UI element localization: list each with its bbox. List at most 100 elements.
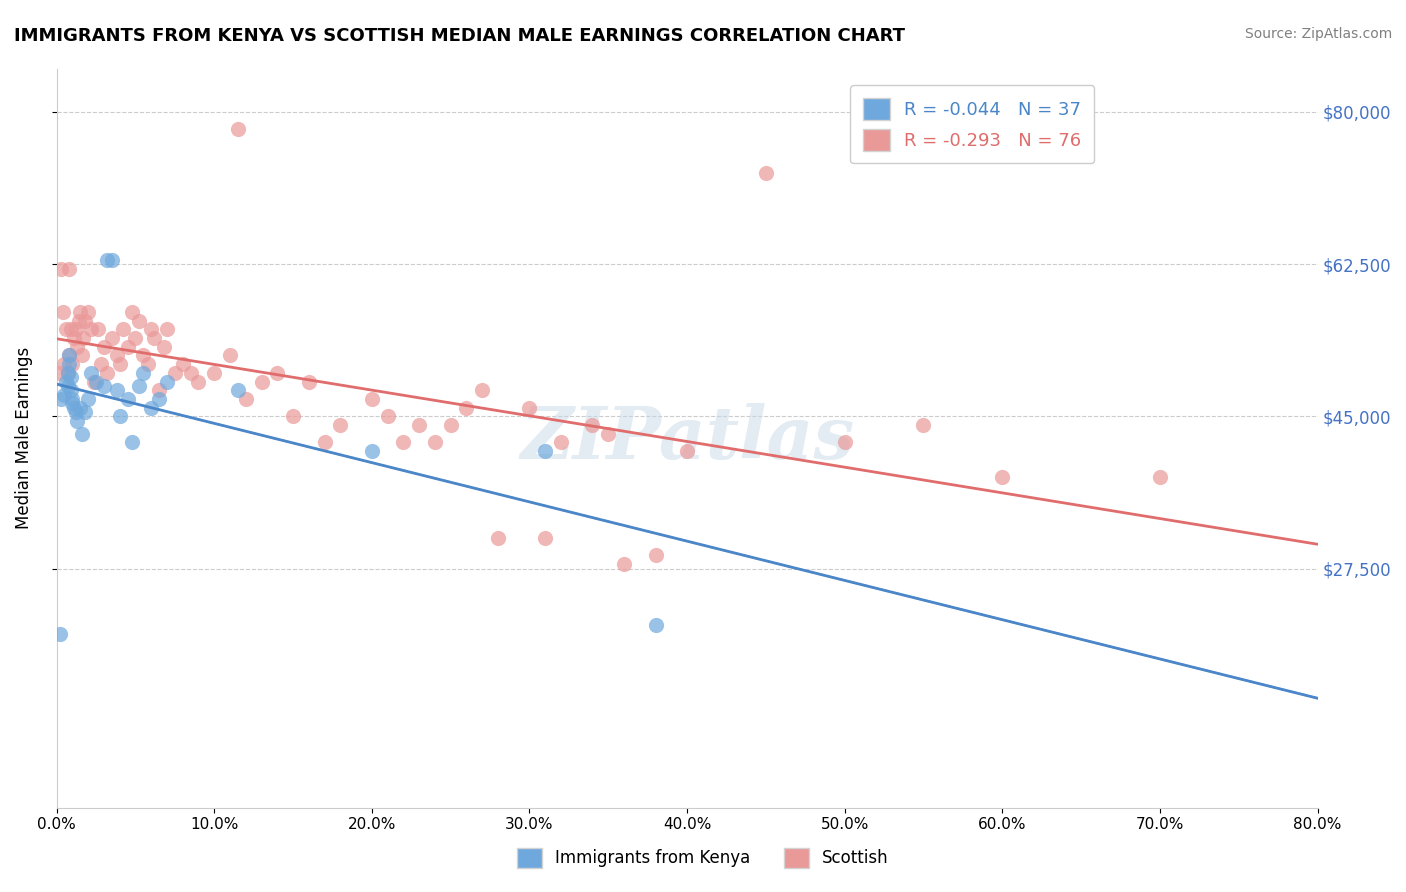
Point	[250, 375, 273, 389]
Point	[912, 418, 935, 433]
Point	[93, 340, 115, 354]
Point	[58, 349, 80, 363]
Point	[128, 314, 150, 328]
Point	[329, 418, 352, 433]
Point	[77, 305, 100, 319]
Point	[471, 384, 494, 398]
Point	[105, 349, 128, 363]
Point	[534, 531, 557, 545]
Point	[55, 375, 77, 389]
Point	[121, 305, 143, 319]
Point	[486, 531, 509, 545]
Legend: R = -0.044   N = 37, R = -0.293   N = 76: R = -0.044 N = 37, R = -0.293 N = 76	[851, 85, 1094, 163]
Point	[377, 409, 399, 424]
Point	[67, 314, 90, 328]
Point	[991, 470, 1014, 484]
Point	[53, 357, 76, 371]
Point	[69, 401, 91, 415]
Point	[80, 322, 103, 336]
Point	[86, 322, 108, 336]
Point	[70, 349, 93, 363]
Point	[613, 558, 636, 572]
Point	[360, 392, 382, 406]
Point	[581, 418, 603, 433]
Point	[187, 375, 209, 389]
Text: IMMIGRANTS FROM KENYA VS SCOTTISH MEDIAN MALE EARNINGS CORRELATION CHART: IMMIGRANTS FROM KENYA VS SCOTTISH MEDIAN…	[14, 27, 905, 45]
Point	[392, 435, 415, 450]
Point	[755, 166, 778, 180]
Point	[58, 357, 80, 371]
Point	[360, 444, 382, 458]
Point	[148, 392, 170, 406]
Point	[58, 349, 80, 363]
Point	[644, 618, 666, 632]
Point	[59, 370, 82, 384]
Point	[51, 392, 73, 406]
Point	[49, 366, 72, 380]
Point	[66, 340, 89, 354]
Point	[111, 322, 134, 336]
Point	[219, 349, 242, 363]
Point	[152, 340, 174, 354]
Point	[96, 366, 118, 380]
Point	[202, 366, 225, 380]
Point	[100, 331, 122, 345]
Point	[163, 366, 186, 380]
Point	[58, 261, 80, 276]
Point	[141, 401, 163, 415]
Point	[49, 626, 72, 640]
Point	[56, 366, 79, 380]
Point	[65, 405, 87, 419]
Point	[423, 435, 446, 450]
Point	[83, 375, 105, 389]
Point	[100, 252, 122, 267]
Point	[63, 401, 86, 415]
Point	[56, 366, 79, 380]
Point	[314, 435, 336, 450]
Text: Source: ZipAtlas.com: Source: ZipAtlas.com	[1244, 27, 1392, 41]
Point	[117, 392, 139, 406]
Text: ZIPatlas: ZIPatlas	[520, 402, 853, 474]
Point	[69, 305, 91, 319]
Point	[121, 435, 143, 450]
Point	[63, 331, 86, 345]
Point	[132, 366, 155, 380]
Point	[55, 322, 77, 336]
Point	[519, 401, 541, 415]
Point	[108, 409, 131, 424]
Point	[124, 331, 146, 345]
Point	[96, 252, 118, 267]
Point	[60, 396, 83, 410]
Point	[226, 384, 249, 398]
Point	[598, 426, 620, 441]
Point	[66, 414, 89, 428]
Point	[534, 444, 557, 458]
Point	[172, 357, 194, 371]
Point	[108, 357, 131, 371]
Point	[60, 392, 83, 406]
Point	[70, 426, 93, 441]
Point	[52, 305, 75, 319]
Point	[148, 384, 170, 398]
Legend: Immigrants from Kenya, Scottish: Immigrants from Kenya, Scottish	[510, 841, 896, 875]
Point	[59, 322, 82, 336]
Point	[77, 392, 100, 406]
Point	[80, 366, 103, 380]
Point	[136, 357, 159, 371]
Point	[56, 379, 79, 393]
Point	[156, 375, 179, 389]
Point	[440, 418, 463, 433]
Point	[143, 331, 166, 345]
Point	[72, 331, 94, 345]
Point	[456, 401, 478, 415]
Point	[59, 384, 82, 398]
Point	[128, 379, 150, 393]
Point	[117, 340, 139, 354]
Point	[51, 261, 73, 276]
Point	[84, 375, 107, 389]
Point	[226, 122, 249, 136]
Y-axis label: Median Male Earnings: Median Male Earnings	[15, 347, 32, 529]
Point	[93, 379, 115, 393]
Point	[676, 444, 699, 458]
Point	[550, 435, 572, 450]
